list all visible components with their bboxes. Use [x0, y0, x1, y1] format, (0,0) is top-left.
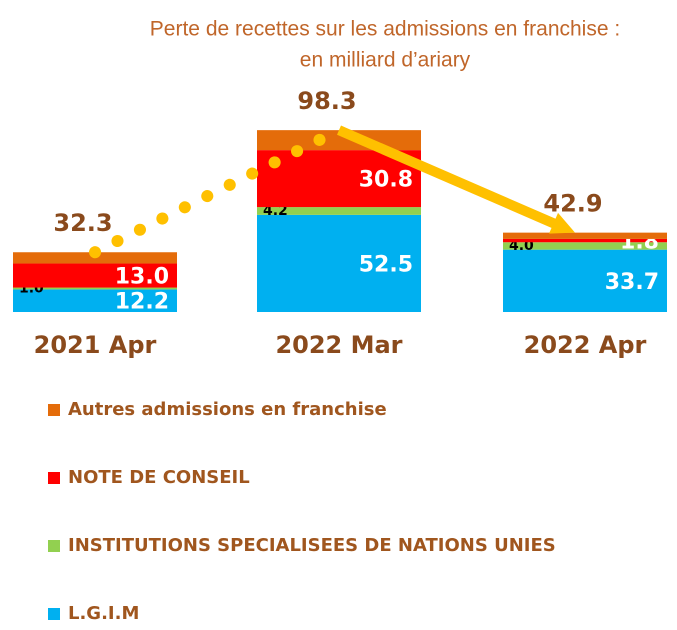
- total-label: 32.3: [53, 209, 112, 237]
- bar-segment: [257, 214, 421, 312]
- legend-swatch: [48, 608, 60, 620]
- legend-label: INSTITUTIONS SPECIALISEES DE NATIONS UNI…: [68, 535, 556, 556]
- legend-swatch: [48, 540, 60, 552]
- value-label: 33.7: [605, 270, 659, 295]
- legend-swatch: [48, 472, 60, 484]
- legend-label: L.G.I.M: [68, 603, 139, 624]
- bar-segment: [503, 232, 667, 239]
- trend-arrowhead: [549, 212, 575, 234]
- bar-segment: [503, 249, 667, 312]
- bar-segment: [13, 263, 177, 288]
- value-label: 30.8: [359, 168, 413, 193]
- x-tick-label: 2022 Apr: [524, 331, 647, 359]
- chart-title: Perte de recettes sur les admissions en …: [150, 18, 620, 41]
- value-label: 13.0: [115, 265, 169, 290]
- bar-segment: [13, 289, 177, 312]
- total-label: 98.3: [297, 87, 356, 115]
- bar-segment: [257, 150, 421, 208]
- bar-segment: [13, 287, 177, 290]
- value-label: 52.5: [359, 252, 413, 277]
- bar-segment: [257, 207, 421, 215]
- x-tick-label: 2022 Mar: [275, 331, 402, 359]
- bar-segment: [503, 238, 667, 243]
- legend-swatch: [48, 404, 60, 416]
- total-label: 42.9: [543, 190, 602, 218]
- value-label: 12.2: [115, 290, 169, 315]
- legend-label: Autres admissions en franchise: [68, 399, 387, 420]
- chart-subtitle: en milliard d’ariary: [300, 49, 471, 72]
- x-tick-label: 2021 Apr: [34, 331, 157, 359]
- legend-label: NOTE DE CONSEIL: [68, 467, 250, 488]
- trend-arrow: [337, 125, 561, 230]
- bar-segment: [503, 242, 667, 250]
- trend-dots: [89, 124, 345, 259]
